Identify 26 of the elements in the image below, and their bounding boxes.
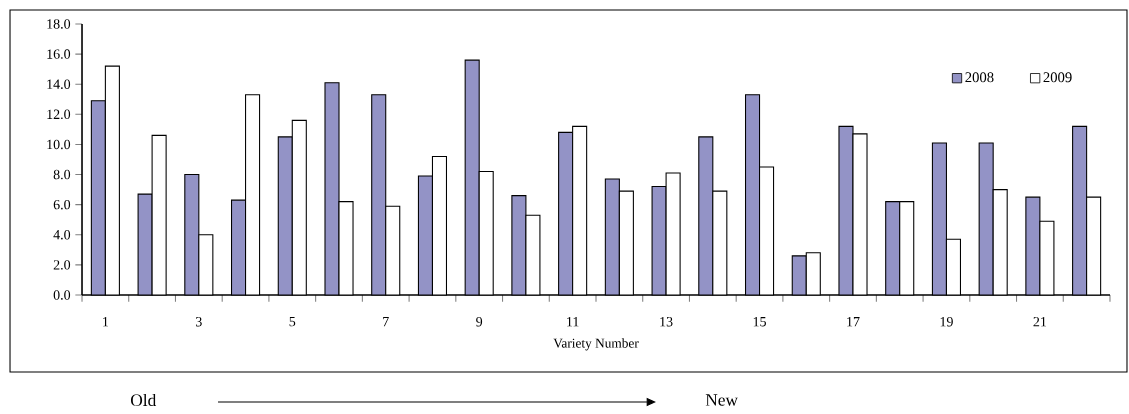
y-tick-label: 14.0: [47, 79, 71, 89]
x-tick-label: 15: [753, 317, 766, 327]
y-tick-label: 0.0: [53, 290, 71, 300]
x-tick-label: 11: [567, 317, 579, 327]
y-tick-label: 2.0: [53, 260, 71, 270]
x-tick-label: 9: [476, 317, 483, 327]
x-axis-title: Variety Number: [553, 338, 639, 351]
x-tick-label: 7: [383, 317, 389, 327]
x-tick-label: 17: [847, 317, 860, 327]
y-tick-label: 18.0: [47, 19, 71, 29]
y-tick-label: 16.0: [47, 49, 71, 59]
y-tick-label: 4.0: [53, 230, 71, 240]
x-tick-label: 3: [196, 317, 202, 327]
legend-label: 2008: [965, 72, 994, 83]
x-tick-label: 1: [103, 317, 109, 327]
text: Old: [130, 393, 157, 407]
x-tick-label: 19: [940, 317, 953, 327]
x-tick-label: 21: [1033, 317, 1047, 327]
y-tick-label: 12.0: [47, 109, 71, 120]
x-tick-label: 5: [289, 317, 296, 327]
y-tick-label: 8.0: [53, 169, 71, 180]
x-tick-label: 13: [660, 317, 673, 327]
legend-label: 2009: [1043, 72, 1072, 83]
y-tick-label: 10.0: [47, 139, 71, 150]
y-tick-label: 6.0: [53, 199, 71, 210]
text: New: [705, 394, 738, 406]
